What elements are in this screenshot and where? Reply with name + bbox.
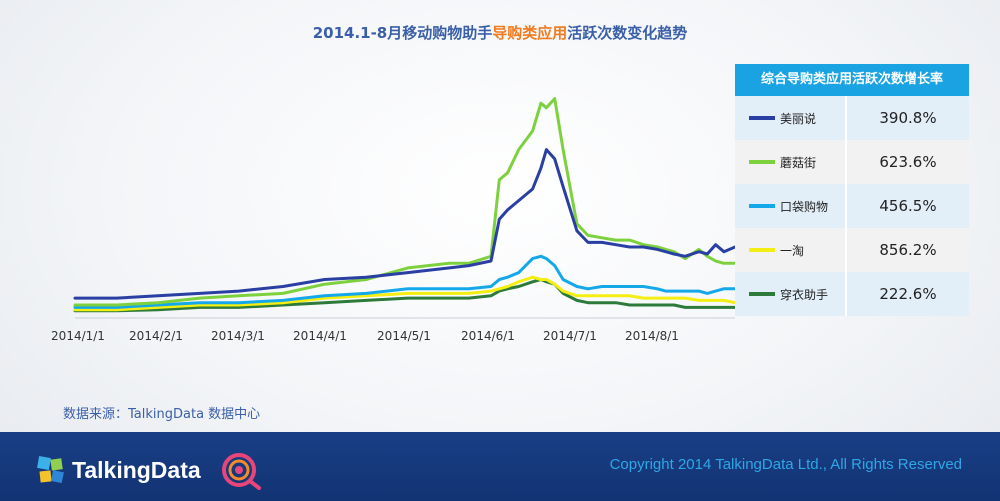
logo-mark-icon — [37, 456, 64, 484]
growth-rate-header: 综合导购类应用活跃次数增长率 — [735, 64, 969, 96]
legend-swatch — [749, 292, 775, 296]
legend-rate: 222.6% — [879, 285, 937, 303]
title-prefix: 2014.1-8月移动购物助手 — [312, 24, 493, 42]
series-line-美丽说 — [73, 148, 737, 300]
copyright: Copyright 2014 TalkingData Ltd., All Rig… — [609, 456, 962, 473]
legend-rate: 856.2% — [879, 241, 937, 259]
title-highlight: 导购类应用 — [492, 24, 568, 42]
legend-name: 口袋购物 — [780, 199, 829, 214]
series-line-一淘 — [73, 275, 737, 312]
series-line-口袋购物 — [73, 254, 737, 309]
legend-rate: 623.6% — [879, 153, 937, 171]
legend-name: 穿衣助手 — [780, 287, 829, 302]
talkingdata-logo: TalkingData — [36, 450, 265, 490]
legend-name: 一淘 — [780, 243, 805, 258]
x-tick-label: 2014/4/1 — [293, 329, 347, 343]
logo-text: TalkingData — [72, 456, 201, 483]
legend-row: 蘑菇街 623.6% — [735, 140, 969, 184]
legend-swatch — [749, 116, 775, 120]
growth-rate-table: 综合导购类应用活跃次数增长率 美丽说 390.8% 蘑菇街 623.6% 口袋购… — [735, 64, 969, 316]
legend-row: 美丽说 390.8% — [735, 96, 969, 140]
legend-swatch — [749, 160, 775, 164]
legend-row: 口袋购物 456.5% — [735, 184, 969, 228]
footer: TalkingData Copyright 2014 TalkingData L… — [0, 432, 1000, 501]
legend-rate: 456.5% — [879, 197, 937, 215]
legend-swatch — [749, 248, 775, 252]
legend-swatch — [749, 204, 775, 208]
x-tick-label: 2014/8/1 — [625, 329, 679, 343]
x-tick-label: 2014/7/1 — [543, 329, 597, 343]
x-tick-label: 2014/3/1 — [211, 329, 265, 343]
chart-series — [73, 97, 737, 313]
chart-title: 2014.1-8月移动购物助手导购类应用活跃次数变化趋势 — [0, 22, 1000, 43]
x-tick-label: 2014/6/1 — [461, 329, 515, 343]
data-source: 数据来源：TalkingData 数据中心 — [63, 407, 261, 422]
x-tick-label: 2014/5/1 — [377, 329, 431, 343]
legend-name: 蘑菇街 — [780, 155, 817, 170]
line-chart: 2014/1/1 2014/2/1 2014/3/1 2014/4/1 2014/5/1… — [51, 97, 737, 343]
series-line-穿衣助手 — [73, 278, 737, 313]
x-tick-label: 2014/1/1 — [51, 329, 105, 343]
legend-rate: 390.8% — [879, 109, 937, 127]
legend-row: 穿衣助手 222.6% — [735, 272, 969, 316]
x-tick-label: 2014/2/1 — [129, 329, 183, 343]
x-axis-ticks: 2014/1/1 2014/2/1 2014/3/1 2014/4/1 2014/5/1… — [51, 317, 735, 343]
spiral-logo-icon — [221, 453, 261, 490]
legend-name: 美丽说 — [780, 111, 817, 126]
legend-row: 一淘 856.2% — [735, 228, 969, 272]
title-suffix: 活跃次数变化趋势 — [567, 24, 688, 42]
